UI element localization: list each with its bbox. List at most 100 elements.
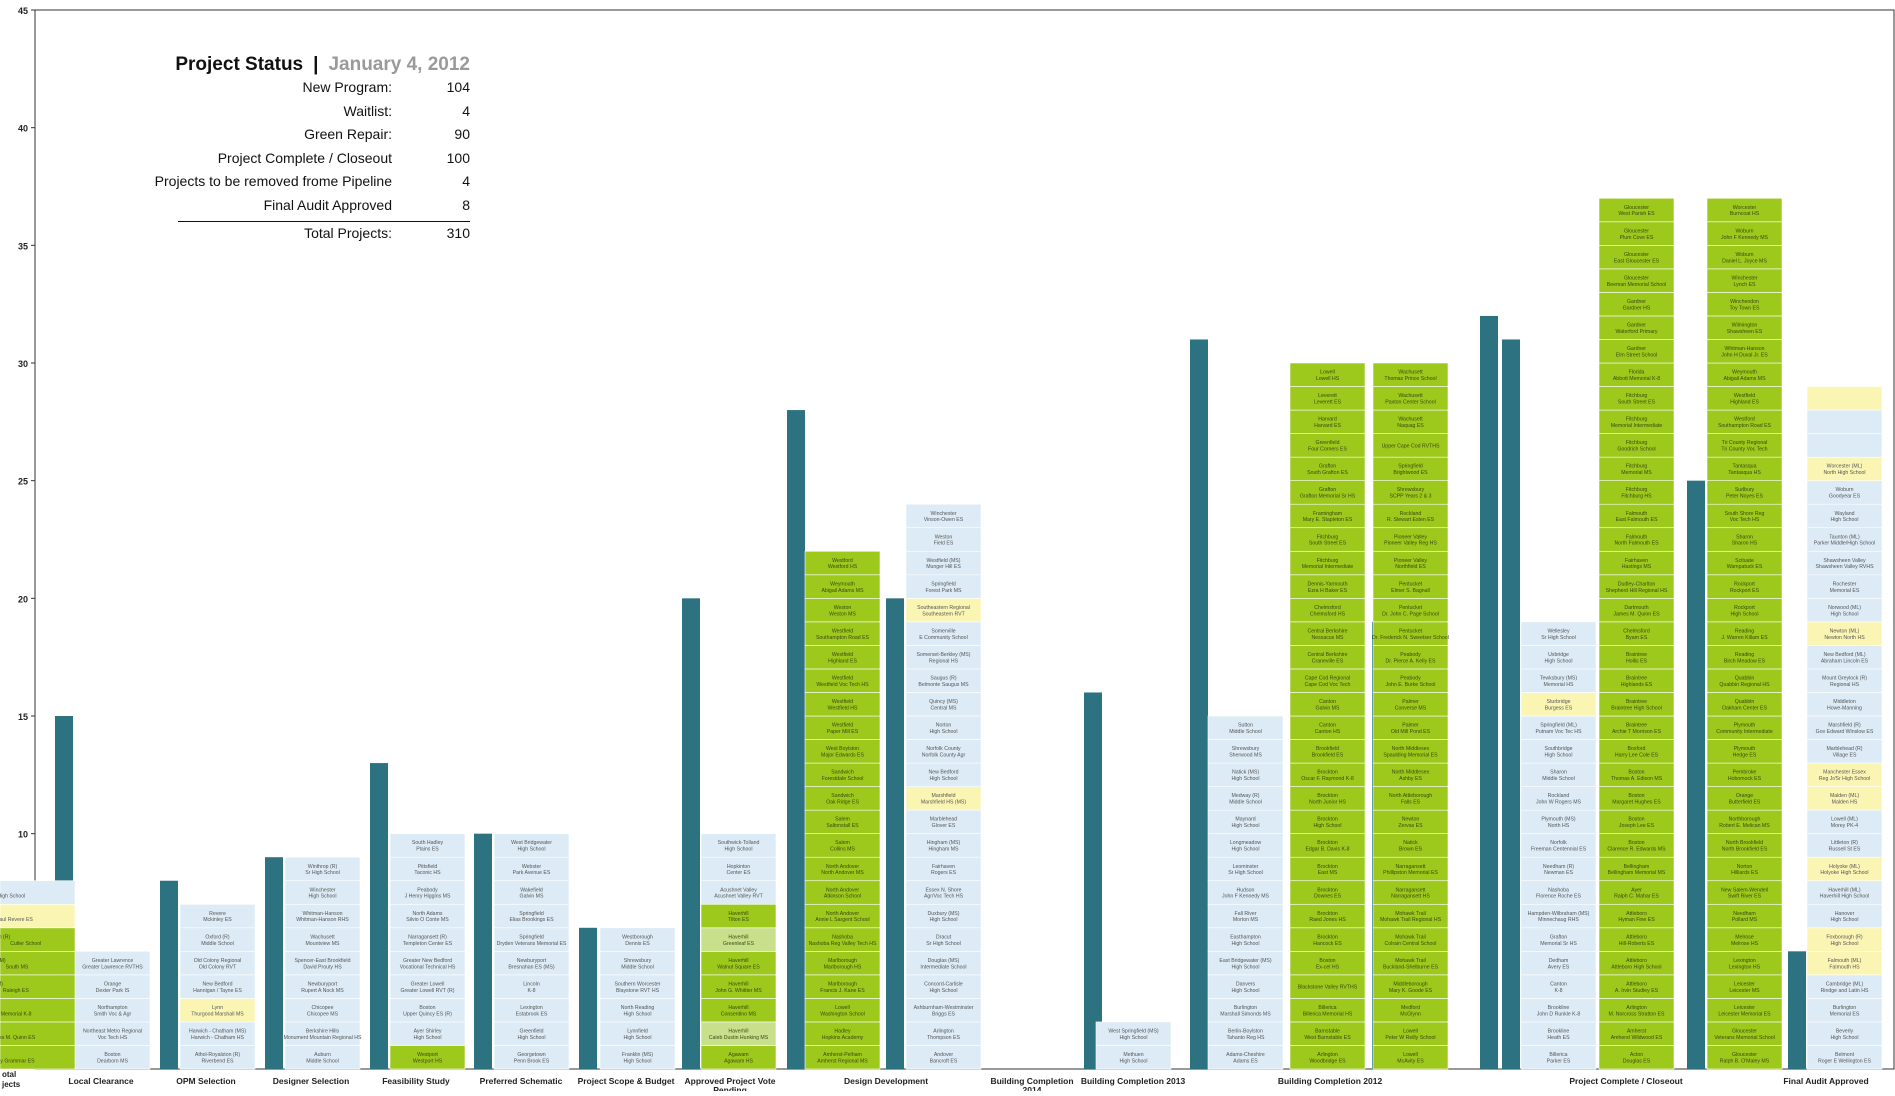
project-cell-label: Rockland John W Rogers MS	[1536, 793, 1582, 805]
project-cell-label: Beverly High School	[1831, 1029, 1859, 1041]
project-cell	[0, 951, 76, 976]
project-cell-label: Narragansett Narragansett HS	[1391, 887, 1430, 899]
project-cell-label: Harvard Harvard ES	[1314, 417, 1341, 429]
project-cell-label: Scituate (CM)Raleigh ES	[0, 981, 29, 993]
project-cell-label: Wayland High School	[1831, 511, 1859, 523]
project-cell-label: Shrewsbury Sherwood MS	[1229, 746, 1262, 758]
project-cell-label: Brockton High School	[1314, 817, 1342, 829]
project-cell-label: Newton (ML) Newton North HS	[1824, 628, 1865, 640]
project-cell-label: Marlborough Marlborough HS	[824, 958, 862, 970]
project-cell-label: Narragansett Phillipston Memorial ES	[1383, 864, 1438, 876]
project-cell-label: Duxbury (MS) High School	[928, 911, 960, 923]
project-cell	[1806, 386, 1883, 411]
project-cell-label: Holyoke (ML) Holyoke High School	[1820, 864, 1868, 876]
project-cell-label: Medford McGlynn	[1400, 1005, 1421, 1017]
x-category-label: Preferred Schematic	[480, 1076, 563, 1086]
project-cell-label: Westfield Highland ES	[1730, 393, 1759, 405]
project-cell-label: Braintree Archie T Morrison ES	[1612, 723, 1662, 735]
summary-row-value: 4	[462, 102, 470, 119]
project-cell-label: Falmouth East Falmouth ES	[1616, 511, 1658, 523]
project-cell-label: Attleboro Hill-Roberts ES	[1619, 934, 1655, 946]
project-cell-label: Mount Greylock (R) Regional HS	[1822, 676, 1867, 688]
project-cell	[0, 998, 76, 1023]
total-bar	[682, 598, 700, 1069]
project-cell-label: Brockton Oscar F. Raymond K-8	[1301, 770, 1354, 782]
project-cell-label: Boston Margaret Hughes ES	[1612, 793, 1661, 805]
x-category-label: Final Audit Approved	[1783, 1076, 1868, 1086]
total-bar	[1190, 339, 1208, 1069]
x-category-label: Project Scope & Budget	[578, 1076, 675, 1086]
project-cell-label: Boston Ex-cel HS	[1316, 958, 1340, 970]
project-cell-label: Northeast Metro Regional Voc Tech HS	[83, 1029, 142, 1041]
y-tick-label: 35	[18, 241, 28, 251]
project-cell-label: Springfield Elias Brookings ES	[509, 911, 554, 923]
y-tick-label: 20	[18, 594, 28, 604]
project-cell-label: West Boylston Major Edwards ES	[821, 746, 864, 758]
summary-total-label: Total Projects:	[304, 225, 392, 241]
project-cell-label: Longmeadow High School	[1230, 840, 1261, 852]
project-cell-label: Northampton Smith Voc & Agr	[94, 1005, 132, 1017]
project-cell-label: Georgetown Penn Brook ES	[514, 1052, 550, 1064]
project-cell-label: Worcester (ML) North High School	[1823, 464, 1865, 476]
project-cell-label: Tantasqua Tantasqua HS	[1728, 464, 1761, 476]
project-cell-label: Weymouth Abigail Adams MS	[1723, 370, 1766, 382]
summary-row-label: Waitlist:	[343, 102, 392, 119]
project-cell-label: Oxford (R) Middle School	[201, 934, 234, 946]
project-cell-label: Dudley-Charlton Shepherd Hill Regional HS	[1606, 581, 1668, 593]
project-cell	[0, 880, 76, 905]
project-cell-label: Southbridge High School	[1545, 746, 1573, 758]
project-cell	[1095, 1021, 1172, 1046]
project-cell-label: Somerville E Community School	[919, 628, 967, 640]
project-cell-label: Chelmsford Chelmsford HS	[1310, 605, 1346, 617]
project-cell-label: Lynnfield High School	[624, 1029, 652, 1041]
project-cell-label: Palmer Old Mill Pond ES	[1391, 723, 1431, 735]
project-cell-label: Woburn Daniel L. Joyce MS	[1722, 252, 1767, 264]
x-category-label: Building Completion 2012	[1278, 1076, 1383, 1086]
project-cell-label: Springfield Dryden Veterans Memorial ES	[497, 934, 567, 946]
project-cell-label: Leicester Leicester MS	[1729, 981, 1760, 993]
project-cell-label: Danvers High School	[1232, 981, 1260, 993]
project-cell-label: Westfield Westfield Voc Tech HS	[816, 676, 869, 688]
summary-separator: |	[313, 54, 319, 75]
project-cell-label: Brookline Heath ES	[1547, 1029, 1570, 1041]
x-category-label: Approved Project Vote Pending	[685, 1076, 776, 1091]
project-cell-label: Canton Galvin MS	[1316, 699, 1340, 711]
project-cell	[0, 927, 76, 952]
project-cell-label: Gloucester Beeman Memorial School	[1607, 275, 1666, 287]
summary-row-label: Final Audit Approved	[263, 196, 392, 213]
project-cell-label: Pembroke Hobomock ES	[1728, 770, 1762, 782]
project-cell-label: Winchester Lynch ES	[1732, 275, 1758, 287]
project-cell-label: Marshfield Marshfield HS (MS)	[921, 793, 967, 805]
project-cell-label: Webster Park Avenue ES	[513, 864, 551, 876]
project-cell-label: Norton High School	[930, 723, 958, 735]
project-cell-label: Nashoba Nashoba Reg Valley Tech HS	[809, 934, 877, 946]
project-cell-label: Woburn Goodyear ES	[1829, 487, 1861, 499]
total-bar	[886, 598, 904, 1069]
project-cell-label: Gloucester West Parish ES	[1618, 205, 1655, 217]
project-cell-label: Greenfield Four Corners ES	[1308, 440, 1347, 452]
project-cell-label: Springfield Forest Park MS	[925, 581, 962, 593]
summary-row: Final Audit Approved 8	[140, 194, 470, 218]
project-cell-label: Northborough Robert E. Melican MS	[1719, 817, 1770, 829]
project-cell-label: North Brookfield North Brookfield ES	[1722, 840, 1768, 852]
project-cell-label: Reading J. Warren Killam ES	[1721, 628, 1768, 640]
project-cell-label: Hampden-Wilbraham (MS) Minnechaug RHS	[1528, 911, 1590, 923]
summary-row: Project Complete / Closeout 100	[140, 147, 470, 171]
summary-total-row: Total Projects: 310	[140, 222, 470, 246]
x-category-label: Designer Selection	[273, 1076, 350, 1086]
summary-row-value: 4	[462, 173, 470, 189]
project-cell-label: Newton Zervas ES	[1398, 817, 1423, 829]
project-cell-label: Greater New Bedford Vocational Technical …	[400, 958, 456, 970]
project-cell-label: Marblehead (R) Village ES	[1826, 746, 1862, 758]
project-cell-label: Haverhill Greenleaf ES	[723, 934, 755, 946]
project-cell-label: Sharon Sharon HS	[1732, 534, 1758, 546]
project-cell-label: Old Colony Regional Old Colony RVT	[194, 958, 242, 970]
project-cell-label: Fairhaven Hastings MS	[1622, 558, 1652, 570]
project-cell-label: Amherst-Pelham Amherst Regional MS	[817, 1052, 868, 1064]
project-cell-label: Needham (R) Newman ES	[1543, 864, 1574, 876]
x-category-label: Local Clearance	[68, 1076, 133, 1086]
project-cell-label: Upper Cape Cod RVTHS	[1382, 443, 1440, 449]
total-bar	[160, 880, 178, 1069]
project-cell-label: Rockport High School	[1731, 605, 1759, 617]
